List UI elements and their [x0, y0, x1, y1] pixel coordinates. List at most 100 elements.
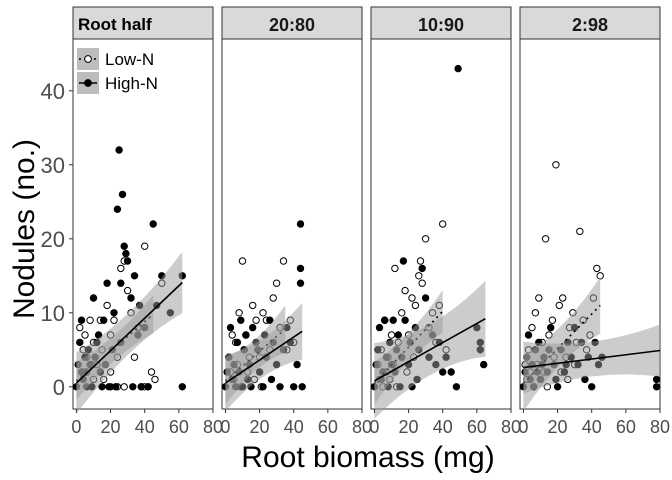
- point-high-n: [77, 316, 86, 324]
- point-low-n: [141, 242, 149, 250]
- point-high-n: [290, 383, 298, 391]
- point-low-n: [541, 235, 550, 243]
- point-high-n: [399, 257, 408, 265]
- y-tick-label: 20: [41, 227, 65, 252]
- point-low-n: [272, 279, 281, 287]
- x-tick-label: 40: [284, 417, 304, 437]
- facet-panel: 20:80: [221, 6, 363, 412]
- point-high-n: [118, 190, 127, 199]
- legend-label-low-n: Low-N: [105, 50, 154, 69]
- point-high-n: [524, 331, 533, 339]
- point-low-n: [559, 294, 567, 302]
- facet-strip: [72, 6, 214, 40]
- facet-strip: [519, 6, 661, 40]
- x-tick-label: 80: [650, 417, 670, 437]
- point-low-n: [416, 257, 425, 265]
- y-tick-label: 10: [41, 301, 65, 326]
- point-low-n: [81, 331, 89, 339]
- legend-title: Root half: [78, 15, 152, 34]
- point-high-n: [296, 279, 305, 287]
- point-low-n: [398, 309, 406, 317]
- x-tick-label: 0: [220, 417, 230, 437]
- facet-strip-label: 20:80: [269, 15, 315, 35]
- point-high-n: [115, 146, 123, 154]
- point-high-n: [110, 309, 118, 317]
- x-tick-label: 40: [582, 417, 602, 437]
- point-low-n: [576, 227, 584, 236]
- point-low-n: [259, 309, 267, 317]
- point-high-n: [276, 383, 284, 391]
- point-high-n: [293, 360, 301, 369]
- point-low-n: [421, 235, 430, 243]
- point-low-n: [408, 294, 416, 302]
- facet-strip-label: 2:98: [572, 15, 608, 35]
- facet-strip: [221, 6, 363, 40]
- point-low-n: [548, 316, 557, 324]
- point-low-n: [110, 316, 118, 324]
- point-low-n: [235, 309, 243, 317]
- point-high-n: [298, 383, 306, 391]
- legend-marker-high-n: [84, 79, 92, 87]
- point-high-n: [137, 383, 146, 391]
- point-low-n: [279, 257, 288, 265]
- point-high-n: [233, 338, 242, 347]
- point-high-n: [652, 375, 661, 384]
- point-high-n: [452, 383, 461, 391]
- point-low-n: [593, 264, 601, 273]
- point-high-n: [89, 294, 98, 302]
- point-low-n: [252, 316, 260, 324]
- point-high-n: [296, 264, 305, 273]
- x-tick-label: 0: [71, 417, 81, 437]
- point-high-n: [103, 279, 111, 287]
- point-low-n: [391, 264, 399, 273]
- x-tick-label: 0: [369, 417, 379, 437]
- point-high-n: [105, 383, 113, 391]
- point-low-n: [238, 257, 247, 265]
- point-low-n: [555, 301, 563, 310]
- point-high-n: [389, 316, 397, 324]
- y-tick-label: 0: [53, 375, 65, 400]
- point-high-n: [480, 360, 488, 369]
- point-high-n: [129, 383, 137, 391]
- point-low-n: [147, 368, 156, 376]
- point-low-n: [528, 323, 536, 332]
- fit-line-high-n: [75, 281, 183, 384]
- point-high-n: [394, 331, 402, 339]
- point-low-n: [418, 279, 426, 287]
- point-high-n: [242, 331, 250, 339]
- point-high-n: [381, 316, 389, 324]
- point-high-n: [375, 323, 384, 332]
- point-low-n: [228, 331, 236, 339]
- facet-strip-label: 10:90: [418, 15, 464, 35]
- fit-line-high-n: [374, 318, 486, 382]
- point-high-n: [553, 383, 562, 391]
- point-high-n: [447, 368, 455, 376]
- facet-strip: [370, 6, 512, 40]
- point-low-n: [86, 316, 94, 324]
- point-low-n: [415, 272, 423, 280]
- point-high-n: [588, 383, 596, 391]
- point-low-n: [535, 294, 543, 302]
- x-tick-label: 80: [203, 417, 223, 437]
- point-high-n: [267, 375, 276, 384]
- x-tick-label: 40: [135, 417, 155, 437]
- x-tick-label: 20: [548, 417, 568, 437]
- point-high-n: [123, 257, 132, 265]
- point-low-n: [117, 264, 125, 273]
- x-tick-label: 60: [169, 417, 189, 437]
- x-axis-title: Root biomass (mg): [241, 441, 494, 474]
- legend-marker-low-n: [84, 55, 92, 63]
- x-tick-label: 40: [433, 417, 453, 437]
- point-low-n: [439, 220, 447, 228]
- point-high-n: [418, 264, 426, 273]
- point-high-n: [149, 220, 157, 228]
- panels-layer: 20:80 10:90 2:98: [72, 6, 661, 419]
- point-high-n: [122, 249, 130, 258]
- point-high-n: [237, 316, 245, 324]
- legend: Root half Low-N High-N: [74, 15, 169, 98]
- point-high-n: [130, 272, 139, 280]
- axes-layer: 0 20 40 60 800 20 40 60 800 20 40 60 800 20 40 60 800102…: [41, 79, 671, 437]
- point-high-n: [652, 383, 661, 391]
- facet-panel: 10:90: [370, 6, 512, 419]
